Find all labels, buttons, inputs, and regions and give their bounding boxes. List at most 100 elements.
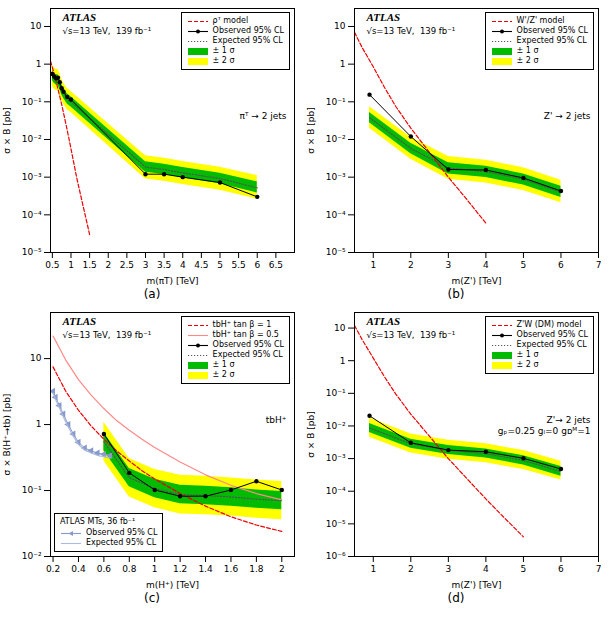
- svg-text:1: 1: [370, 564, 376, 574]
- html-text:± 1 σ: ± 1 σ: [516, 46, 539, 55]
- svg-text:σ × B [pb]: σ × B [pb]: [2, 107, 12, 153]
- svg-text:10⁻¹: 10⁻¹: [22, 97, 42, 107]
- svg-text:6.5: 6.5: [269, 260, 283, 270]
- svg-text:10⁻⁵: 10⁻⁵: [326, 519, 346, 529]
- svg-text:2: 2: [279, 564, 285, 574]
- svg-text:σ × B(H⁺→tb) [pb]: σ × B(H⁺→tb) [pb]: [2, 394, 12, 476]
- svg-text:6: 6: [558, 564, 564, 574]
- svg-text:10: 10: [30, 353, 42, 363]
- html-text:(b): (b): [447, 287, 465, 301]
- html-text:W'/Z' model: W'/Z' model: [516, 16, 565, 25]
- html-text:Expected 95% CL: Expected 95% CL: [212, 36, 283, 45]
- svg-text:1.2: 1.2: [173, 564, 187, 574]
- svg-text:4: 4: [180, 260, 186, 270]
- svg-text:1: 1: [68, 260, 74, 270]
- svg-text:10⁻⁴: 10⁻⁴: [326, 486, 346, 496]
- svg-text:10⁻¹: 10⁻¹: [22, 485, 42, 495]
- svg-text:10⁻²: 10⁻²: [326, 421, 346, 431]
- html-text:(d): (d): [447, 591, 465, 605]
- svg-text:m(Z') [TeV]: m(Z') [TeV]: [452, 276, 502, 286]
- svg-text:1: 1: [36, 419, 42, 429]
- svg-text:5.5: 5.5: [231, 260, 245, 270]
- svg-text:1: 1: [340, 356, 346, 366]
- svg-text:10: 10: [30, 21, 42, 31]
- html-text:ρᵀ model: ρᵀ model: [212, 16, 249, 25]
- svg-text:2: 2: [408, 260, 414, 270]
- svg-text:0.2: 0.2: [46, 564, 60, 574]
- svg-text:1.5: 1.5: [82, 260, 96, 270]
- html-text:± 2 σ: ± 2 σ: [516, 56, 539, 65]
- svg-text:3: 3: [143, 260, 149, 270]
- svg-text:0.6: 0.6: [97, 564, 112, 574]
- svg-text:10⁻¹: 10⁻¹: [326, 388, 346, 398]
- svg-text:1: 1: [340, 59, 346, 69]
- svg-text:10⁻¹: 10⁻¹: [326, 97, 346, 107]
- svg-text:2: 2: [105, 260, 111, 270]
- svg-text:√s=13 TeV, 139 fb⁻¹: √s=13 TeV, 139 fb⁻¹: [367, 330, 456, 340]
- svg-text:ATLAS: ATLAS: [62, 315, 97, 327]
- svg-text:7: 7: [596, 564, 602, 574]
- html-text:Observed 95% CL: Observed 95% CL: [212, 340, 284, 349]
- svg-text:10⁻⁶: 10⁻⁶: [326, 551, 346, 561]
- svg-text:10⁻⁵: 10⁻⁵: [326, 247, 346, 257]
- svg-text:10⁻³: 10⁻³: [22, 172, 42, 182]
- svg-text:4: 4: [483, 564, 489, 574]
- svg-text:10⁻²: 10⁻²: [326, 134, 346, 144]
- svg-text:5: 5: [217, 260, 223, 270]
- svg-text:πᵀ → 2 jets: πᵀ → 2 jets: [240, 111, 287, 121]
- html-text:(c): (c): [144, 591, 160, 605]
- html-text:Observed 95% CL: Observed 95% CL: [516, 26, 588, 35]
- svg-text:3.5: 3.5: [157, 260, 171, 270]
- svg-text:m(H⁺) [TeV]: m(H⁺) [TeV]: [146, 580, 199, 590]
- svg-text:√s=13 TeV, 139 fb⁻¹: √s=13 TeV, 139 fb⁻¹: [63, 26, 152, 36]
- svg-text:10⁻²: 10⁻²: [22, 134, 42, 144]
- svg-text:σ × B [pb]: σ × B [pb]: [306, 411, 316, 457]
- html-text:± 1 σ: ± 1 σ: [212, 46, 235, 55]
- svg-text:tbH⁺: tbH⁺: [266, 415, 287, 425]
- svg-text:2: 2: [408, 564, 414, 574]
- svg-text:6: 6: [254, 260, 260, 270]
- svg-text:3: 3: [445, 564, 451, 574]
- html-text:± 2 σ: ± 2 σ: [212, 56, 235, 65]
- svg-text:√s=13 TeV, 139 fb⁻¹: √s=13 TeV, 139 fb⁻¹: [63, 330, 152, 340]
- svg-text:10⁻³: 10⁻³: [326, 172, 346, 182]
- svg-text:5: 5: [521, 260, 527, 270]
- svg-text:1: 1: [370, 260, 376, 270]
- svg-text:ATLAS: ATLAS: [366, 315, 401, 327]
- svg-text:10⁻⁴: 10⁻⁴: [22, 210, 42, 220]
- svg-text:√s=13 TeV, 139 fb⁻¹: √s=13 TeV, 139 fb⁻¹: [367, 26, 456, 36]
- svg-text:Z' → 2 jets: Z' → 2 jets: [544, 111, 591, 121]
- html-text:tbH⁺ tan β = 1: tbH⁺ tan β = 1: [212, 320, 272, 329]
- svg-text:m(πT) [TeV]: m(πT) [TeV]: [146, 276, 198, 286]
- svg-text:1.4: 1.4: [198, 564, 213, 574]
- html-text:Observed 95% CL: Observed 95% CL: [212, 26, 284, 35]
- svg-text:Z'→ 2 jetsgₚ=0.25 gₗ=0 gᴅᴹ=1: Z'→ 2 jetsgₚ=0.25 gₗ=0 gᴅᴹ=1: [498, 415, 591, 436]
- html-text:Expected 95% CL: Expected 95% CL: [516, 36, 587, 45]
- svg-text:4.5: 4.5: [194, 260, 208, 270]
- svg-text:ATLAS: ATLAS: [366, 11, 401, 23]
- svg-text:10⁻²: 10⁻²: [22, 551, 42, 561]
- svg-text:10⁻⁴: 10⁻⁴: [326, 210, 346, 220]
- svg-text:6: 6: [558, 260, 564, 270]
- svg-text:4: 4: [483, 260, 489, 270]
- svg-text:7: 7: [596, 260, 602, 270]
- svg-text:0.5: 0.5: [45, 260, 59, 270]
- svg-text:3: 3: [445, 260, 451, 270]
- svg-text:5: 5: [521, 564, 527, 574]
- svg-text:2.5: 2.5: [120, 260, 134, 270]
- svg-text:1.8: 1.8: [249, 564, 264, 574]
- html-text:tbH⁺ tan β = 0.5: tbH⁺ tan β = 0.5: [212, 330, 279, 339]
- svg-text:10⁻³: 10⁻³: [326, 453, 346, 463]
- svg-text:10⁻⁵: 10⁻⁵: [22, 247, 42, 257]
- svg-text:10: 10: [334, 323, 346, 333]
- svg-text:1: 1: [152, 564, 158, 574]
- html-text:(a): (a): [143, 287, 161, 301]
- svg-text:0.4: 0.4: [71, 564, 86, 574]
- svg-text:0.8: 0.8: [122, 564, 137, 574]
- svg-text:σ × B [pb]: σ × B [pb]: [306, 107, 316, 153]
- svg-text:1.6: 1.6: [224, 564, 239, 574]
- svg-text:1: 1: [36, 59, 42, 69]
- svg-text:ATLAS: ATLAS: [62, 11, 97, 23]
- svg-text:m(Z') [TeV]: m(Z') [TeV]: [452, 580, 502, 590]
- svg-text:10: 10: [334, 21, 346, 31]
